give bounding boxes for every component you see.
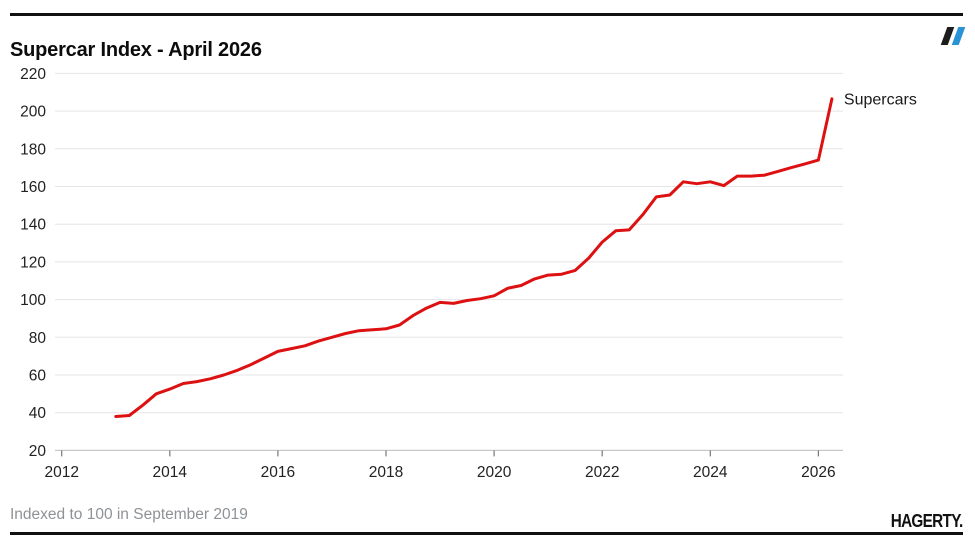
y-tick-label: 80 [29, 330, 47, 347]
page-title: Supercar Index - April 2026 [10, 39, 262, 62]
series-end-label: Supercars [844, 91, 917, 108]
x-tick-label: 2012 [44, 464, 78, 481]
y-tick-label: 100 [20, 292, 46, 309]
top-divider [10, 13, 963, 16]
x-tick-label: 2020 [477, 464, 512, 481]
hagerty-wordmark: HAGERTY. [891, 511, 964, 531]
x-tick-label: 2022 [585, 464, 619, 481]
x-tick-label: 2024 [693, 464, 728, 481]
y-tick-label: 20 [29, 443, 47, 460]
y-tick-label: 120 [20, 254, 46, 271]
x-tick-label: 2026 [801, 464, 835, 481]
series-line-supercars [114, 97, 834, 418]
y-tick-label: 160 [20, 179, 46, 196]
y-tick-label: 60 [29, 368, 47, 385]
y-tick-label: 200 [20, 104, 46, 121]
x-tick-label: 2014 [153, 464, 188, 481]
y-tick-label: 220 [20, 66, 46, 83]
y-tick-label: 180 [20, 141, 46, 158]
x-tick-label: 2018 [369, 464, 403, 481]
y-tick-label: 140 [20, 217, 46, 234]
bottom-divider [10, 532, 963, 535]
index-note: Indexed to 100 in September 2019 [10, 506, 248, 523]
x-tick-label: 2016 [261, 464, 295, 481]
y-tick-label: 40 [29, 405, 47, 422]
